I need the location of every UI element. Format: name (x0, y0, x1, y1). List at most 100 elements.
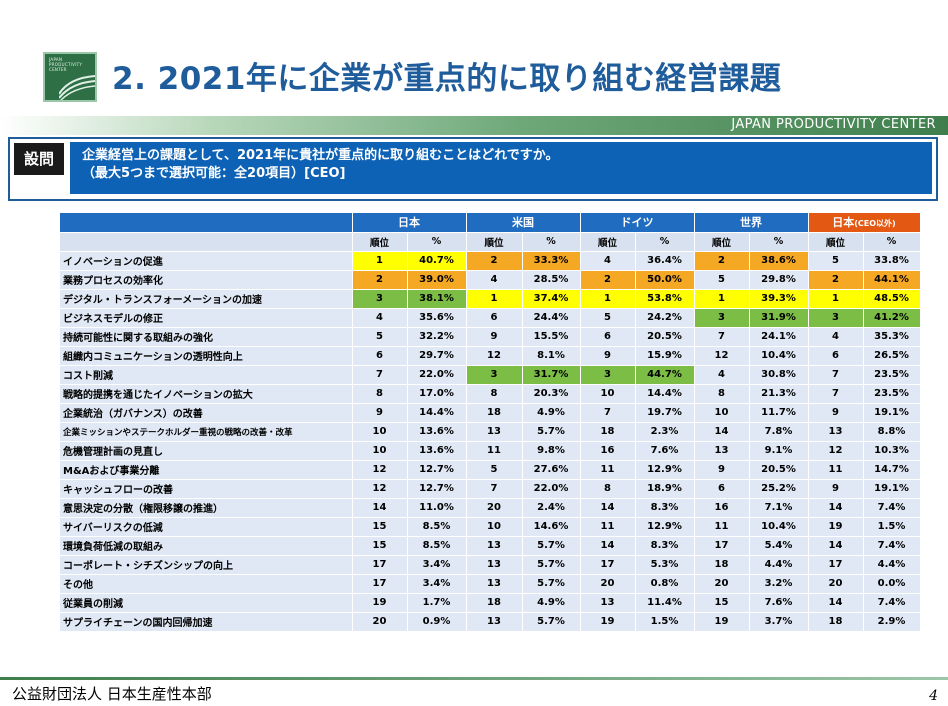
table-row: サプライチェーンの国内回帰加速 20 0.9% 13 5.7% 19 1.5% 19 3.7% 1… (60, 612, 921, 632)
row-item-label: 持続可能性に関する取組みの強化 (60, 327, 353, 347)
question-label: 設問 (14, 143, 64, 175)
rank-cell: 3 (580, 365, 636, 385)
table-row: その他 17 3.4% 13 5.7% 20 0.8% 20 3.2% 20 0.0% (60, 574, 921, 594)
percent-cell: 7.4% (863, 593, 921, 613)
rank-cell: 7 (808, 365, 864, 385)
percent-cell: 0.0% (863, 574, 921, 594)
sub-header-pct: % (635, 232, 695, 252)
percent-cell: 14.7% (863, 460, 921, 480)
header-item-blank-2 (60, 232, 353, 252)
percent-cell: 0.8% (635, 574, 695, 594)
table-row: キャッシュフローの改善 12 12.7% 7 22.0% 8 18.9% 6 25.2% 9 19.… (60, 479, 921, 499)
percent-cell: 38.6% (749, 251, 809, 271)
percent-cell: 24.4% (522, 308, 581, 328)
row-item-label: コスト削減 (60, 365, 353, 385)
row-item-label: ビジネスモデルの修正 (60, 308, 353, 328)
percent-cell: 38.1% (407, 289, 467, 309)
percent-cell: 8.3% (635, 498, 695, 518)
percent-cell: 5.7% (522, 555, 581, 575)
rank-cell: 18 (580, 422, 636, 442)
rank-cell: 20 (580, 574, 636, 594)
percent-cell: 53.8% (635, 289, 695, 309)
group-header-world: 世界 (694, 213, 809, 233)
percent-cell: 33.3% (522, 251, 581, 271)
logo-wave-icon (59, 75, 95, 100)
rank-cell: 7 (808, 384, 864, 404)
sub-header-pct: % (863, 232, 921, 252)
percent-cell: 15.9% (635, 346, 695, 366)
rank-cell: 14 (808, 536, 864, 556)
percent-cell: 35.6% (407, 308, 467, 328)
group-header-japan-non-ceo: 日本(CEO以外) (808, 213, 921, 233)
rank-cell: 10 (352, 422, 408, 442)
percent-cell: 3.7% (749, 612, 809, 632)
ranking-table: 日本 米国 ドイツ 世界 日本(CEO以外) 順位 % 順位 % 順位 % 順位… (60, 213, 921, 632)
percent-cell: 22.0% (522, 479, 581, 499)
rank-cell: 6 (808, 346, 864, 366)
percent-cell: 50.0% (635, 270, 695, 290)
percent-cell: 44.1% (863, 270, 921, 290)
percent-cell: 11.4% (635, 593, 695, 613)
percent-cell: 19.1% (863, 479, 921, 499)
group-header-us: 米国 (466, 213, 581, 233)
logo-line-3: CENTER (49, 67, 67, 72)
page-number: 4 (929, 688, 938, 704)
rank-cell: 10 (466, 517, 523, 537)
rank-cell: 8 (352, 384, 408, 404)
rank-cell: 20 (352, 612, 408, 632)
percent-cell: 14.4% (407, 403, 467, 423)
percent-cell: 4.4% (863, 555, 921, 575)
percent-cell: 23.5% (863, 384, 921, 404)
rank-cell: 4 (466, 270, 523, 290)
percent-cell: 37.4% (522, 289, 581, 309)
group-header-japan: 日本 (352, 213, 467, 233)
rank-cell: 14 (694, 422, 750, 442)
percent-cell: 8.8% (863, 422, 921, 442)
percent-cell: 12.7% (407, 479, 467, 499)
table-row: 企業ミッションやステークホルダー重視の戦略の改善・改革 10 13.6% 13 5.7%… (60, 422, 921, 442)
rank-cell: 19 (580, 612, 636, 632)
rank-cell: 18 (466, 593, 523, 613)
footer-divider (0, 677, 948, 680)
rank-cell: 18 (466, 403, 523, 423)
table-row: 危機管理計画の見直し 10 13.6% 11 9.8% 16 7.6% 13 9.1% 12 10.… (60, 441, 921, 461)
percent-cell: 9.8% (522, 441, 581, 461)
percent-cell: 39.0% (407, 270, 467, 290)
percent-cell: 7.6% (635, 441, 695, 461)
percent-cell: 2.3% (635, 422, 695, 442)
percent-cell: 7.1% (749, 498, 809, 518)
row-item-label: コーポレート・シチズンシップの向上 (60, 555, 353, 575)
header-brand: JAPAN PRODUCTIVITY CENTER (731, 117, 936, 132)
header-bar: JAPAN PRODUCTIVITY CENTER (0, 116, 948, 135)
rank-cell: 9 (466, 327, 523, 347)
percent-cell: 10.3% (863, 441, 921, 461)
table-row: デジタル・トランスフォーメーションの加速 3 38.1% 1 37.4% 1 53.8% 1 3… (60, 289, 921, 309)
percent-cell: 2.9% (863, 612, 921, 632)
rank-cell: 14 (580, 536, 636, 556)
question-box: 設問 企業経営上の課題として、2021年に貴社が重点的に取り組むことはどれですか… (8, 137, 938, 201)
rank-cell: 8 (694, 384, 750, 404)
rank-cell: 5 (580, 308, 636, 328)
rank-cell: 1 (808, 289, 864, 309)
rank-cell: 2 (694, 251, 750, 271)
percent-cell: 13.6% (407, 441, 467, 461)
percent-cell: 5.7% (522, 612, 581, 632)
sub-header-rank: 順位 (466, 232, 523, 252)
rank-cell: 16 (580, 441, 636, 461)
percent-cell: 48.5% (863, 289, 921, 309)
rank-cell: 12 (352, 460, 408, 480)
table-row: サイバーリスクの低減 15 8.5% 10 14.6% 11 12.9% 11 10.4% 19 1… (60, 517, 921, 537)
rank-cell: 7 (352, 365, 408, 385)
table-row: 持続可能性に関する取組みの強化 5 32.2% 9 15.5% 6 20.5% 7 24.1% 4… (60, 327, 921, 347)
percent-cell: 28.5% (522, 270, 581, 290)
percent-cell: 27.6% (522, 460, 581, 480)
rank-cell: 20 (808, 574, 864, 594)
header-item-blank (60, 213, 353, 233)
percent-cell: 5.7% (522, 422, 581, 442)
table-row: コスト削減 7 22.0% 3 31.7% 3 44.7% 4 30.8% 7 23.5% (60, 365, 921, 385)
rank-cell: 9 (808, 403, 864, 423)
sub-header-rank: 順位 (694, 232, 750, 252)
rank-cell: 20 (466, 498, 523, 518)
percent-cell: 3.4% (407, 574, 467, 594)
rank-cell: 4 (808, 327, 864, 347)
